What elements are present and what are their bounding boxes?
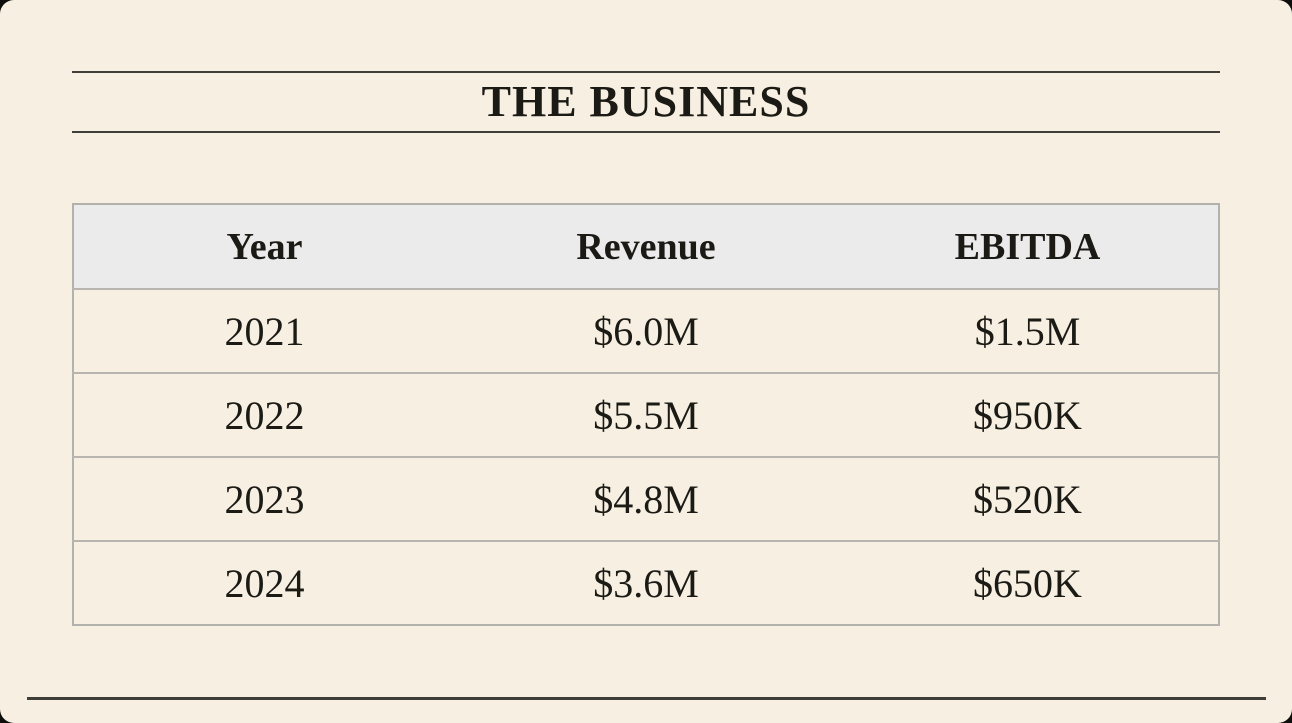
table-cell-revenue: $6.0M	[455, 288, 837, 373]
table-row: 2023 $4.8M $520K	[73, 456, 1219, 541]
footer-divider	[27, 697, 1266, 700]
table-cell-ebitda: $950K	[837, 372, 1219, 457]
table-cell-year: 2024	[73, 540, 455, 625]
table-row: 2022 $5.5M $950K	[73, 372, 1219, 457]
table-row: 2024 $3.6M $650K	[73, 540, 1219, 625]
page-title: THE BUSINESS	[481, 77, 811, 126]
title-band: THE BUSINESS	[72, 71, 1220, 133]
column-header-year: Year	[73, 204, 455, 289]
table-cell-ebitda: $650K	[837, 540, 1219, 625]
financials-table-container: Year Revenue EBITDA 2021 $6.0M $1.5M 202…	[72, 203, 1220, 626]
table-cell-revenue: $3.6M	[455, 540, 837, 625]
table-cell-year: 2023	[73, 456, 455, 541]
table-header-row: Year Revenue EBITDA	[73, 204, 1219, 289]
table-cell-ebitda: $520K	[837, 456, 1219, 541]
financials-table: Year Revenue EBITDA 2021 $6.0M $1.5M 202…	[72, 203, 1220, 626]
column-header-revenue: Revenue	[455, 204, 837, 289]
column-header-ebitda: EBITDA	[837, 204, 1219, 289]
table-row: 2021 $6.0M $1.5M	[73, 288, 1219, 373]
table-cell-year: 2021	[73, 288, 455, 373]
table-cell-ebitda: $1.5M	[837, 288, 1219, 373]
table-cell-revenue: $5.5M	[455, 372, 837, 457]
table-cell-revenue: $4.8M	[455, 456, 837, 541]
table-cell-year: 2022	[73, 372, 455, 457]
